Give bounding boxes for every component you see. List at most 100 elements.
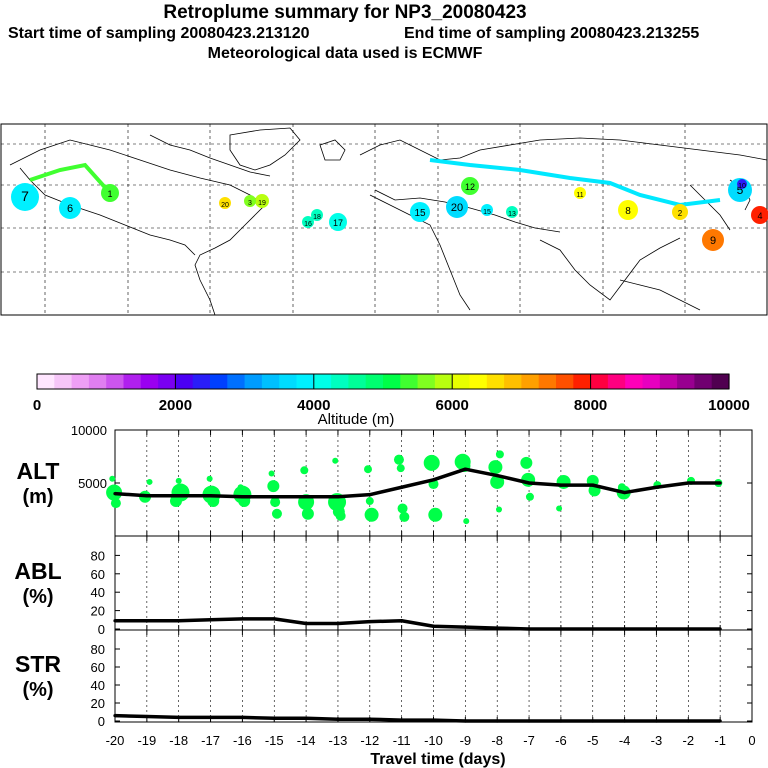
line-point	[272, 617, 276, 621]
alt-cluster-dot	[490, 474, 505, 489]
line-point	[400, 485, 404, 489]
line-point	[177, 494, 181, 498]
map-point-marker	[574, 187, 586, 199]
line-point	[527, 719, 531, 723]
abl-line	[115, 617, 721, 631]
line-point	[686, 719, 690, 723]
alt-cluster-dot	[270, 497, 281, 508]
colorbar-cell	[469, 374, 488, 389]
alt-cluster-dot	[271, 508, 282, 519]
map-point: 18	[311, 209, 323, 221]
alt-cluster-dot	[206, 475, 213, 482]
alt-cluster-dot	[301, 507, 314, 520]
map-point-label: 20	[221, 202, 229, 209]
map-frame	[0, 123, 768, 316]
line-point	[336, 717, 340, 721]
colorbar-tick-label: 0	[33, 397, 41, 414]
x-tick-label: -14	[297, 733, 316, 748]
map-point-marker	[302, 216, 314, 228]
colorbar-cell	[677, 374, 695, 389]
line-point	[208, 494, 213, 498]
str-line	[114, 713, 721, 723]
y-tick-label: 0	[98, 714, 105, 729]
x-tick-label: -1	[714, 733, 726, 748]
colorbar-tick-label: 2000	[159, 397, 192, 414]
map-point-marker	[672, 204, 688, 220]
colorbar-cell	[192, 374, 211, 389]
map-point: 20	[219, 197, 231, 209]
x-tick-label: -15	[265, 733, 284, 748]
alt-cluster-dot	[332, 457, 339, 464]
colorbar-cell	[556, 374, 574, 389]
line-point	[368, 717, 372, 721]
alt-cluster-dot	[396, 464, 405, 473]
colorbar-cell	[261, 374, 280, 389]
map-point-label: 5	[737, 183, 744, 197]
colorbar-cell	[210, 374, 228, 389]
colorbar-cell	[227, 374, 246, 389]
y-tick-label: 80	[91, 642, 105, 657]
map-point: 16	[302, 216, 314, 228]
map-point-marker	[311, 209, 323, 221]
map-point: 4	[751, 206, 768, 224]
map-point: 20	[446, 196, 468, 218]
map-point-marker	[737, 179, 747, 189]
colorbar-cell	[331, 374, 349, 389]
colorbar-cell	[452, 374, 471, 389]
map-point: 12	[461, 177, 479, 195]
colorbar-cell	[296, 374, 315, 389]
line-point	[272, 495, 276, 499]
colorbar-tick-label: 10000	[708, 397, 750, 414]
map-point: 19	[255, 194, 269, 208]
map-point-label: 18	[313, 214, 321, 221]
map-point-label: 19	[258, 200, 266, 207]
map-point-marker	[751, 206, 768, 224]
map-point-marker	[410, 202, 430, 222]
map-point-label: 6	[67, 203, 73, 215]
x-tick-label: -11	[393, 733, 411, 748]
map-point: 6	[59, 197, 81, 219]
y-tick-label: 60	[91, 567, 105, 582]
line-point	[591, 483, 595, 487]
colorbar-cell	[573, 374, 592, 389]
line-point	[591, 719, 595, 723]
map-point: 7	[11, 183, 39, 211]
panel-ylabel-line2: (%)	[22, 679, 53, 701]
trajectory-cyan	[429, 158, 721, 208]
colorbar-cell	[123, 374, 142, 389]
map-point-marker	[481, 204, 493, 216]
map-point: 17	[329, 213, 347, 231]
colorbar-cell	[607, 374, 626, 389]
colorbar-cell	[175, 374, 194, 389]
colorbar-cell	[417, 374, 436, 389]
map-point-label: 12	[465, 182, 475, 192]
line-point	[145, 619, 149, 623]
x-tick-label: -18	[169, 733, 188, 748]
map-point-marker	[11, 183, 39, 211]
line-point	[145, 714, 149, 719]
alt-cluster-dot	[399, 511, 410, 522]
alt-cluster-dot	[495, 450, 504, 459]
alt-cluster-dot	[268, 470, 275, 477]
y-tick-label: 60	[91, 660, 105, 675]
colorbar-cell	[158, 374, 176, 389]
map-point: 9	[702, 229, 724, 251]
map-point-marker	[618, 200, 638, 220]
colorbar-cell	[711, 374, 730, 389]
colorbar-cell	[694, 374, 713, 389]
line-point	[559, 719, 563, 723]
colorbar-label: Altitude (m)	[318, 411, 395, 428]
alt-cluster-dot	[556, 505, 563, 512]
line-point	[495, 626, 499, 630]
alt-cluster-dot	[364, 507, 379, 522]
y-tick-label: 5000	[78, 476, 107, 491]
colorbar-cell	[140, 374, 159, 389]
line-point	[623, 490, 627, 495]
map-point-label: 7	[21, 188, 29, 204]
colorbar-cell	[88, 374, 107, 389]
line-point	[304, 621, 308, 626]
colorbar-cells	[36, 373, 730, 390]
map-point: 3	[244, 195, 256, 207]
colorbar-cell	[106, 374, 125, 389]
panel-ylabel-line1: ALT	[16, 458, 59, 484]
